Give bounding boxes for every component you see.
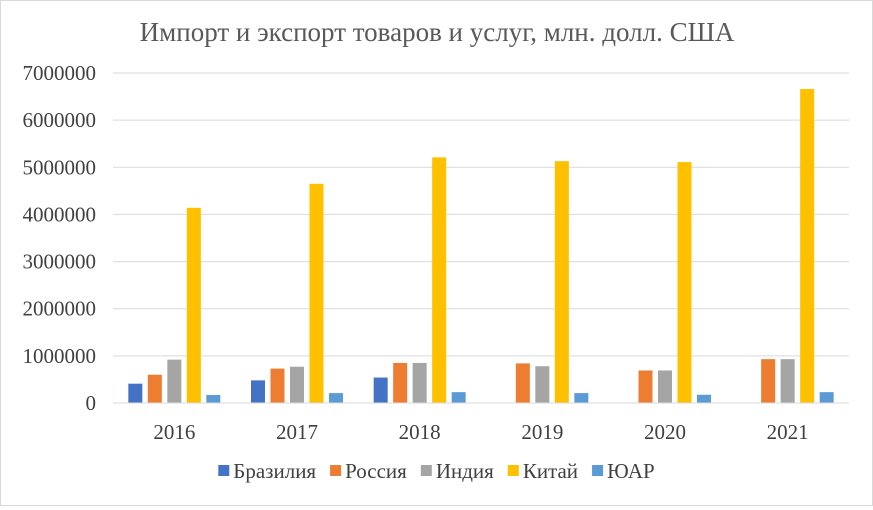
bar-3-2016: [167, 359, 182, 403]
x-axis-ticks: 2016 2017 2018 2019 2020 2021: [153, 420, 808, 444]
y-axis-ticks: 0 1000000 2000000 3000000 4000000 5000000 6000…: [23, 61, 97, 415]
bars: [128, 89, 834, 404]
bar-2-2019: [515, 363, 530, 403]
bar-4-2020: [677, 162, 692, 403]
bar-1-2017: [251, 380, 265, 403]
x-tick-label: 2016: [153, 420, 195, 444]
bar-5-2019: [574, 393, 589, 403]
bar-2-2017: [270, 368, 285, 403]
gridlines: [113, 72, 849, 357]
y-tick-label: 5000000: [23, 155, 97, 179]
legend-swatch: [218, 465, 230, 476]
legend-item: Россия: [330, 459, 407, 483]
bar-4-2021: [800, 89, 815, 404]
y-tick-label: 0: [86, 391, 97, 415]
legend-item: Китай: [507, 459, 578, 483]
bar-5-2018: [451, 392, 466, 403]
bar-2-2021: [761, 359, 776, 403]
bar-4-2019: [554, 161, 569, 403]
x-tick-label: 2021: [767, 420, 809, 444]
bar-2-2018: [393, 362, 408, 403]
bar-3-2018: [412, 362, 427, 403]
bar-3-2020: [658, 370, 672, 403]
x-tick-label: 2019: [521, 420, 563, 444]
y-tick-label: 3000000: [23, 250, 97, 274]
y-tick-label: 1000000: [23, 344, 97, 368]
bar-5-2017: [329, 393, 343, 403]
y-tick-label: 6000000: [23, 108, 97, 132]
bar-2-2016: [147, 374, 162, 403]
bar-4-2017: [309, 183, 324, 403]
bar-3-2021: [780, 359, 795, 403]
legend-label: Россия: [345, 459, 407, 483]
bar-5-2020: [697, 394, 711, 403]
legend-label: ЮАР: [607, 459, 655, 483]
legend-label: Китай: [523, 459, 578, 483]
bar-4-2016: [186, 207, 201, 403]
x-tick-label: 2018: [399, 420, 441, 444]
bar-1-2018: [373, 377, 388, 403]
legend-label: Бразилия: [233, 459, 316, 483]
legend: Бразилия Россия Индия Китай ЮАР: [218, 459, 655, 483]
bar-4-2018: [432, 157, 447, 403]
legend-label: Индия: [436, 459, 494, 483]
bar-3-2017: [290, 366, 304, 403]
legend-swatch: [592, 465, 604, 476]
chart-title: Импорт и экспорт товаров и услуг, млн. д…: [140, 17, 735, 47]
x-tick-label: 2020: [644, 420, 686, 444]
legend-swatch: [330, 465, 342, 476]
x-tick-label: 2017: [276, 420, 318, 444]
legend-swatch: [420, 465, 432, 476]
legend-item: Индия: [420, 459, 494, 483]
bar-1-2016: [128, 383, 143, 403]
legend-item: ЮАР: [592, 459, 655, 483]
bar-5-2021: [819, 392, 834, 403]
bar-5-2016: [206, 394, 221, 403]
y-tick-label: 4000000: [23, 202, 97, 226]
bar-3-2019: [535, 366, 550, 403]
bar-2-2020: [638, 370, 653, 403]
y-tick-label: 2000000: [23, 297, 97, 321]
legend-swatch: [507, 465, 519, 476]
y-tick-label: 7000000: [23, 61, 97, 85]
legend-item: Бразилия: [218, 459, 316, 483]
